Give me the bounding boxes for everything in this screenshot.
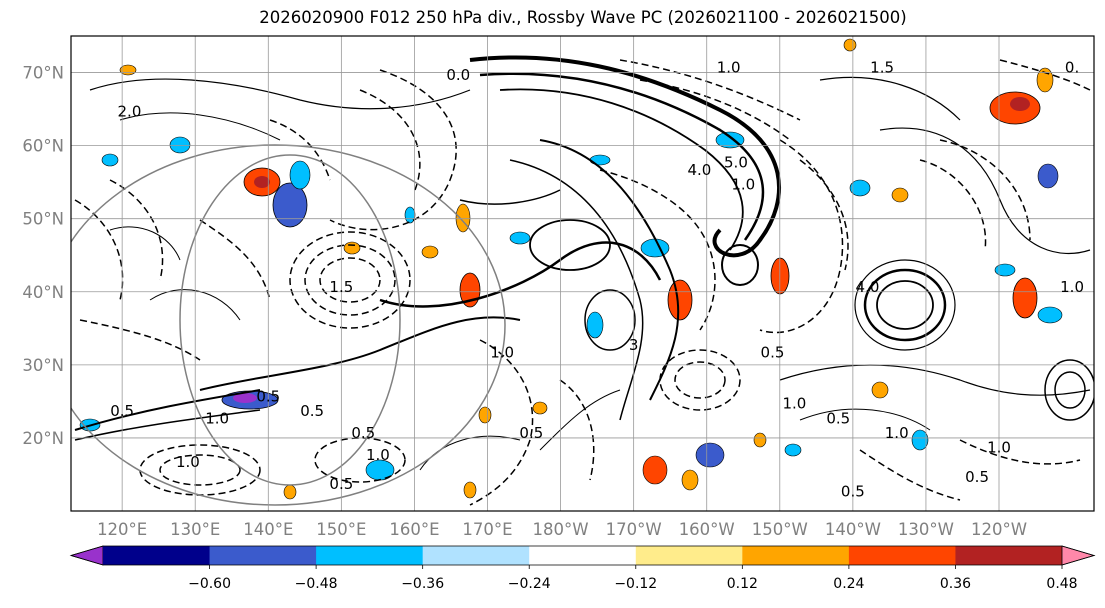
colorbar-tick-label: 0.48	[1046, 576, 1077, 592]
latitude-labels: 70°N 60°N 50°N 40°N 30°N 20°N	[22, 64, 64, 448]
longitude-label: 150°W	[752, 520, 808, 539]
contour-label: 5.0	[724, 154, 748, 172]
longitude-label: 130°W	[898, 520, 954, 539]
contour-label: 0.5	[519, 424, 543, 442]
colorbar-segment	[316, 546, 424, 565]
colorbar-tick-label: 0.12	[727, 576, 758, 592]
latitude-label: 30°N	[22, 356, 64, 375]
longitude-label: 140°W	[825, 520, 881, 539]
contour-labels: 2.0 1.0 1.5 0. 0.0 1.5 4.0 5.0 1.0 4.0 0.5 1.0 0.5 3 0…	[110, 59, 1084, 501]
contour-label: 1.0	[885, 424, 909, 442]
contour-label: 0.5	[761, 344, 785, 362]
map-frame	[70, 35, 1095, 512]
graticule	[71, 36, 1094, 511]
contour-label: 1.0	[782, 395, 806, 413]
colorbar-segment	[955, 546, 1063, 565]
longitude-label: 160°E	[389, 520, 439, 539]
colorbar-tick-labels: −0.60 −0.48 −0.36 −0.24 −0.12 0.12 0.24 0.36 0.4…	[188, 565, 1078, 592]
colorbar-tick-label: −0.60	[188, 576, 231, 592]
longitude-label: 130°E	[170, 520, 220, 539]
contour-label: 2.0	[118, 102, 142, 120]
longitude-label: 140°E	[243, 520, 293, 539]
colorbar-segment	[529, 546, 637, 565]
map-title: 2026020900 F012 250 hPa div., Rossby Wav…	[259, 8, 907, 27]
contour-label: 1.0	[1060, 278, 1084, 296]
contour-label: 1.0	[490, 344, 514, 362]
contour-label: 1.0	[205, 409, 229, 427]
colorbar-tick-label: −0.24	[508, 576, 551, 592]
colorbar-segment	[422, 546, 530, 565]
contour-label: 1.5	[329, 278, 353, 296]
contour-label: 1.0	[987, 439, 1011, 457]
longitude-label: 160°W	[679, 520, 735, 539]
colorbar-tick-label: −0.48	[295, 576, 338, 592]
colorbar-tick-label: 0.24	[833, 576, 864, 592]
contour-label: 0.5	[256, 387, 280, 405]
longitude-label: 150°E	[316, 520, 366, 539]
longitude-label: 180°W	[533, 520, 589, 539]
colorbar-tick-label: −0.36	[401, 576, 444, 592]
colorbar-outline	[70, 545, 1096, 566]
contour-label: 1.0	[731, 175, 755, 193]
colorbar-segment	[848, 546, 956, 565]
contour-label: 0.5	[965, 468, 989, 486]
colorbar-tick-label: 0.36	[940, 576, 971, 592]
latitude-label: 20°N	[22, 429, 64, 448]
longitude-labels: 120°E 130°E 140°E 150°E 160°E 170°E 180°W 170°W…	[97, 520, 1027, 539]
longitude-label: 120°W	[971, 520, 1027, 539]
colorbar	[69, 545, 1096, 566]
latitude-label: 50°N	[22, 210, 64, 229]
contour-label: 0.5	[351, 424, 375, 442]
contour-label: 3	[629, 336, 639, 354]
colorbar-segment	[742, 546, 850, 565]
contour-label: 4.0	[687, 161, 711, 179]
latitude-label: 40°N	[22, 283, 64, 302]
divergence-shading	[79, 38, 1063, 500]
longitude-label: 120°E	[97, 520, 147, 539]
contour-label: 0.0	[446, 66, 470, 84]
contour-label: 0.	[1065, 59, 1079, 77]
colorbar-segment	[103, 546, 211, 565]
contour-label: 0.5	[110, 402, 134, 420]
colorbar-segment	[635, 546, 743, 565]
latitude-label: 70°N	[22, 64, 64, 83]
rossby-wave-pc-circles	[71, 144, 506, 506]
contour-label: 1.5	[870, 59, 894, 77]
longitude-label: 170°W	[606, 520, 662, 539]
contour-label: 1.0	[176, 453, 200, 471]
colorbar-extend-high	[1061, 545, 1096, 566]
contour-label: 0.5	[826, 409, 850, 427]
contour-label: 1.0	[366, 446, 390, 464]
contour-label: 0.5	[841, 482, 865, 500]
longitude-label: 170°E	[462, 520, 512, 539]
latitude-label: 60°N	[22, 137, 64, 156]
contour-label: 1.0	[717, 59, 741, 77]
colorbar-segment	[209, 546, 317, 565]
colorbar-extend-low	[69, 545, 104, 566]
contour-label: 0.5	[300, 402, 324, 420]
contour-label: 0.5	[329, 475, 353, 493]
contour-label: 4.0	[856, 278, 880, 296]
colorbar-tick-label: −0.12	[614, 576, 657, 592]
